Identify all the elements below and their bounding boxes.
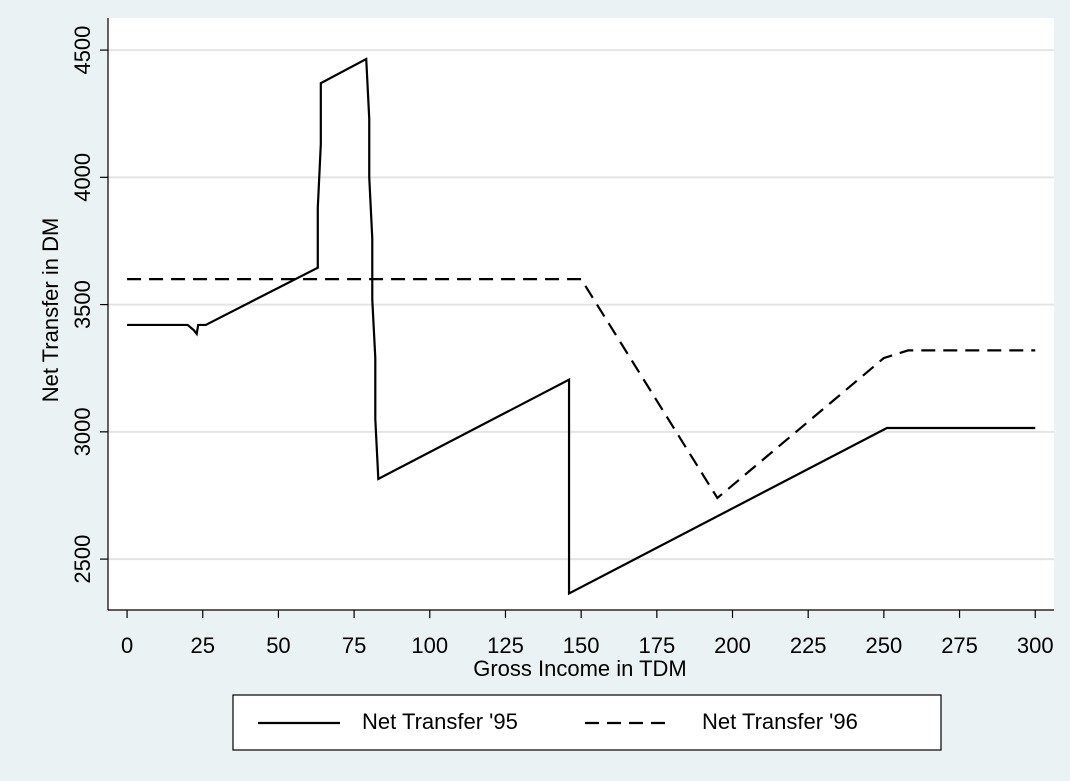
x-tick-label: 150 [563, 633, 600, 658]
x-tick-label: 175 [638, 633, 675, 658]
plot-area [108, 18, 1054, 610]
x-tick-label: 0 [121, 633, 133, 658]
x-tick-label: 100 [411, 633, 448, 658]
x-tick-label: 275 [941, 633, 978, 658]
x-tick-label: 125 [487, 633, 524, 658]
x-tick-label: 50 [266, 633, 290, 658]
legend-label: Net Transfer '95 [362, 709, 518, 734]
y-axis-label: Net Transfer in DM [38, 218, 63, 403]
x-tick-label: 225 [790, 633, 827, 658]
legend-label: Net Transfer '96 [702, 709, 858, 734]
y-tick-label: 4500 [70, 26, 95, 75]
x-tick-label: 300 [1017, 633, 1054, 658]
x-tick-label: 250 [866, 633, 903, 658]
x-tick-label: 200 [714, 633, 751, 658]
y-tick-label: 3500 [70, 280, 95, 329]
series-line [127, 57, 1036, 596]
y-tick-label: 4000 [70, 153, 95, 202]
y-tick-label: 3000 [70, 407, 95, 456]
y-tick-label: 2500 [70, 535, 95, 584]
x-tick-label: 75 [342, 633, 366, 658]
series-line [127, 278, 1036, 500]
x-axis-label: Gross Income in TDM [473, 656, 687, 681]
x-tick-label: 25 [191, 633, 215, 658]
